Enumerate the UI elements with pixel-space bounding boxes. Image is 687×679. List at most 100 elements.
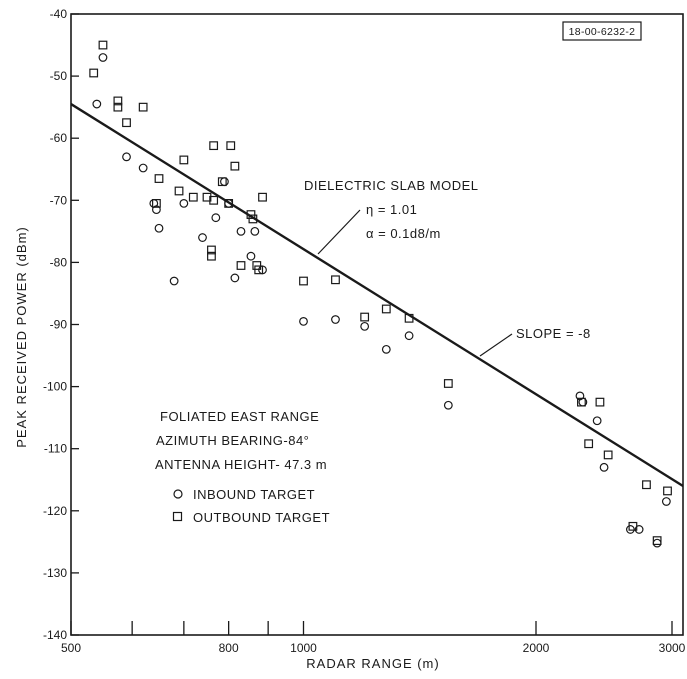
y-tick-label: -140 bbox=[43, 628, 67, 642]
inbound-point bbox=[625, 525, 635, 534]
outbound-point bbox=[98, 40, 108, 50]
legend-outbound-label: OUTBOUND TARGET bbox=[193, 510, 330, 525]
outbound-point bbox=[628, 521, 638, 531]
outbound-point bbox=[224, 199, 234, 208]
legend-outbound-marker bbox=[172, 511, 183, 522]
legend-inbound-marker bbox=[173, 489, 183, 499]
outbound-point bbox=[113, 102, 123, 112]
inbound-point bbox=[179, 199, 189, 208]
y-tick-label: -120 bbox=[43, 504, 67, 518]
outbound-point bbox=[209, 195, 219, 205]
inbound-point bbox=[381, 344, 391, 354]
outbound-point bbox=[642, 480, 651, 490]
x-axis-title: RADAR RANGE (m) bbox=[306, 656, 439, 671]
y-tick-label: -40 bbox=[50, 7, 68, 21]
inbound-point bbox=[230, 273, 240, 283]
outbound-point bbox=[663, 486, 672, 496]
outbound-point bbox=[381, 304, 391, 314]
x-tick-label: 800 bbox=[219, 641, 239, 655]
y-tick-label: -110 bbox=[44, 442, 67, 456]
outbound-point bbox=[652, 536, 662, 546]
outbound-point bbox=[331, 275, 340, 285]
inbound-point bbox=[592, 416, 602, 426]
outbound-point bbox=[577, 397, 586, 407]
data-marks bbox=[70, 40, 684, 548]
outbound-point bbox=[443, 379, 453, 388]
y-tick-label: -130 bbox=[43, 566, 67, 580]
inbound-point bbox=[122, 152, 131, 162]
inbound-point bbox=[443, 400, 453, 410]
inbound-point bbox=[198, 233, 207, 242]
model-alpha: α = 0.1d8/m bbox=[366, 226, 441, 241]
outbound-point bbox=[248, 214, 258, 224]
inbound-point bbox=[246, 251, 256, 261]
figure-id-box: 18-00-6232-2 bbox=[562, 21, 642, 41]
outbound-point bbox=[603, 450, 613, 460]
outbound-point bbox=[404, 313, 414, 323]
plot-frame bbox=[70, 13, 684, 636]
inbound-point bbox=[331, 315, 340, 324]
legend: INBOUND TARGET OUTBOUND TARGET bbox=[172, 487, 330, 525]
outbound-point bbox=[154, 174, 164, 183]
outbound-point bbox=[138, 102, 148, 112]
fit-line bbox=[70, 103, 684, 487]
outbound-point bbox=[258, 192, 267, 202]
inbound-point bbox=[220, 177, 229, 187]
outbound-point bbox=[217, 177, 227, 187]
outbound-point bbox=[174, 186, 184, 196]
axes: -40 -50 -60 -70 -80 -90 -100 -110 -120 -130 -14050… bbox=[43, 7, 686, 655]
inbound-point bbox=[634, 525, 644, 534]
inbound-point bbox=[236, 226, 246, 236]
outbound-point bbox=[122, 118, 131, 128]
slope-pointer bbox=[479, 333, 513, 357]
outbound-point bbox=[202, 192, 212, 202]
outbound-point bbox=[360, 312, 370, 322]
outbound-point bbox=[595, 397, 605, 407]
inbound-point bbox=[250, 226, 260, 236]
outbound-point bbox=[179, 155, 189, 165]
y-tick-label: -80 bbox=[50, 255, 68, 269]
outbound-point bbox=[254, 265, 264, 275]
inbound-point bbox=[98, 53, 108, 62]
outbound-point bbox=[207, 245, 216, 255]
inbound-point bbox=[599, 462, 609, 472]
inbound-point bbox=[169, 276, 179, 286]
inbound-point bbox=[360, 321, 370, 331]
x-tick-label: 1000 bbox=[290, 641, 317, 655]
site-line-3: ANTENNA HEIGHT- 47.3 m bbox=[155, 457, 327, 472]
inbound-point bbox=[92, 99, 102, 109]
outbound-point bbox=[299, 276, 308, 286]
outbound-point bbox=[226, 141, 236, 151]
legend-inbound-label: INBOUND TARGET bbox=[193, 487, 315, 502]
model-title: DIELECTRIC SLAB MODEL bbox=[304, 178, 479, 193]
outbound-point bbox=[207, 251, 216, 261]
outbound-point bbox=[209, 141, 219, 151]
outbound-point bbox=[584, 439, 594, 449]
inbound-point bbox=[404, 331, 414, 341]
y-tick-label: -100 bbox=[43, 380, 67, 394]
outbound-point bbox=[152, 199, 161, 208]
outbound-point bbox=[89, 68, 99, 78]
outbound-point bbox=[113, 96, 123, 106]
inbound-point bbox=[152, 205, 161, 215]
inbound-point bbox=[154, 223, 164, 233]
y-axis-title: PEAK RECEIVED POWER (dBm) bbox=[14, 226, 29, 447]
inbound-point bbox=[299, 316, 308, 326]
site-line-1: FOLIATED EAST RANGE bbox=[160, 409, 319, 424]
site-line-2: AZIMUTH BEARING-84° bbox=[156, 433, 309, 448]
model-eta: η = 1.01 bbox=[366, 202, 417, 217]
inbound-point bbox=[211, 213, 221, 223]
y-tick-label: -50 bbox=[50, 69, 68, 83]
model-pointer bbox=[317, 209, 361, 255]
figure-id: 18-00-6232-2 bbox=[569, 26, 636, 38]
outbound-point bbox=[230, 161, 240, 171]
x-tick-label: 500 bbox=[61, 641, 81, 655]
inbound-point bbox=[138, 163, 148, 173]
slope-label: SLOPE = -8 bbox=[516, 326, 591, 341]
inbound-point bbox=[652, 538, 662, 548]
x-tick-label: 2000 bbox=[523, 641, 550, 655]
outbound-point bbox=[236, 261, 246, 270]
inbound-point bbox=[661, 497, 671, 506]
x-tick-label: 3000 bbox=[659, 641, 686, 655]
